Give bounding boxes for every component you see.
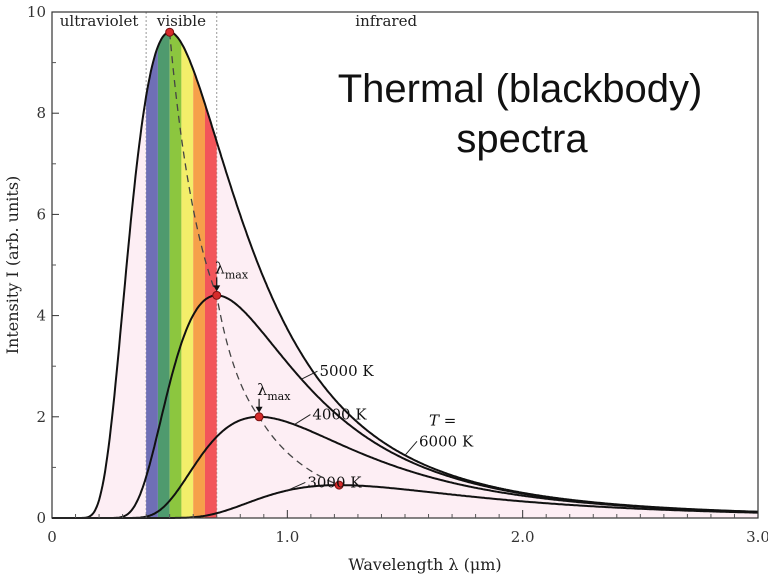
peak-marker-6000k: [165, 27, 175, 37]
series-leader-5000k: [301, 370, 318, 380]
peak-markers: [165, 27, 344, 490]
chart-title-line-2: spectra: [456, 117, 588, 161]
spectrum-band-5: [204, 104, 217, 518]
peak-marker-5000k: [212, 290, 222, 300]
spectrum-band-2: [169, 32, 182, 518]
y-tick-label: 10: [27, 3, 46, 21]
lambda-max-arrowhead-5000k: [213, 285, 221, 292]
series-leader-6000k: [404, 440, 418, 456]
y-tick-label: 6: [36, 205, 46, 223]
y-tick-label: 2: [36, 408, 46, 426]
x-tick-label: 2.0: [511, 528, 535, 546]
y-tick-label: 4: [36, 307, 46, 325]
lambda-max-arrowhead-4000k: [255, 406, 263, 413]
region-label-ultraviolet: ultraviolet: [60, 12, 139, 30]
series-label-6000k: 6000 K: [419, 432, 474, 450]
y-axis-title: Intensity I (arb. units): [3, 176, 22, 355]
x-tick-label: 1.0: [275, 528, 299, 546]
series-line-4000k: [52, 415, 758, 519]
chart-title: Thermal (blackbody) spectra: [338, 67, 703, 161]
y-tick-label: 0: [36, 509, 46, 527]
region-label-visible: visible: [156, 12, 206, 30]
series-label-3000k: 3000 K: [307, 473, 362, 491]
temperature-prefix: T =: [429, 411, 456, 429]
peak-marker-4000k: [254, 412, 264, 422]
area-under-curve: [52, 32, 758, 518]
spectrum-band-0: [146, 46, 158, 518]
chart-title-line-1: Thermal (blackbody): [338, 67, 703, 111]
region-label-infrared: infrared: [355, 12, 417, 30]
spectrum-band-3: [181, 43, 194, 518]
lambda-max-subscript: max: [225, 268, 249, 281]
axes: 0 2 4 6 8 10 0 1.0 2.0 3.0 Wavelength λ (μm) Intens…: [3, 3, 768, 574]
series-label-5000k: 5000 K: [319, 362, 374, 380]
series-leader-4000k: [294, 414, 311, 425]
x-axis-title: Wavelength λ (μm): [348, 555, 501, 574]
y-tick-label: 8: [36, 104, 46, 122]
x-tick-label: 0: [47, 528, 57, 546]
spectrum-band-4: [193, 69, 205, 518]
peak-marker-3000k: [334, 480, 344, 490]
series-label-4000k: 4000 K: [312, 406, 367, 424]
lambda-max-subscript: max: [267, 390, 291, 403]
x-tick-label: 3.0: [746, 528, 768, 546]
spectrum-band-1: [157, 32, 170, 518]
series-leader-3000k: [287, 481, 306, 491]
